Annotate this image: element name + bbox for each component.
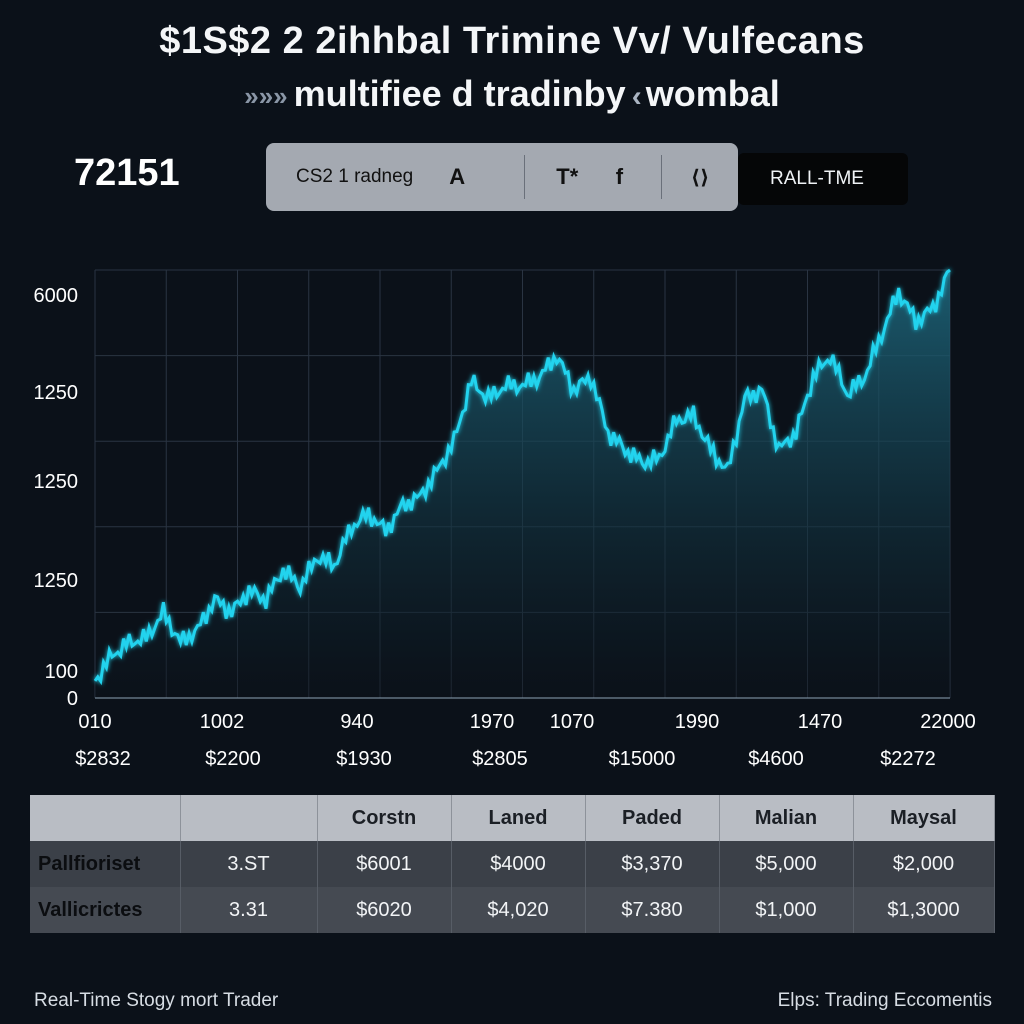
table-header-cell: Corstn [317, 795, 452, 841]
x-axis-ticks: 010 1002 940 1970 1070 1990 1470 22000 [78, 711, 976, 733]
x-axis-sub-labels: $2832 $2200 $1930 $2805 $15000 $4600 $2272 [75, 748, 936, 770]
ticker-value: 72151 [74, 152, 180, 194]
table-cell: $7.380 [585, 887, 720, 933]
x-sub-label: $2200 [205, 748, 261, 770]
table-cell: $1,3000 [853, 887, 995, 933]
table-header-row: Corstn Laned Paded Malian Maysal [30, 795, 995, 841]
y-axis-ticks: 6000 1250 1250 1250 100 0 [34, 285, 79, 710]
footer-app-name: Real-Time Stogy mort Trader [34, 990, 279, 1011]
realtime-button[interactable]: RALL-TME [738, 153, 908, 205]
header: $1S$2 2 2ihhbal Trimine Vv/ Vulfecans »»… [0, 20, 1024, 115]
y-tick-label: 1250 [34, 570, 79, 592]
x-tick-label: 22000 [920, 711, 976, 733]
table-header-cell: Maysal [853, 795, 995, 841]
toolbar-symbol-label: CS2 1 radneg [296, 166, 414, 187]
toolbar-divider [523, 155, 525, 199]
x-tick-label: 1070 [550, 711, 595, 733]
toolbar-arrows-icon[interactable]: ⟨⟩ [690, 166, 710, 189]
x-tick-label: 940 [340, 711, 373, 733]
toolbar-font-button[interactable]: f [615, 164, 624, 189]
table-cell: $6001 [317, 841, 452, 887]
data-table: Corstn Laned Paded Malian Maysal Pallfio… [30, 795, 995, 933]
chevron-left-icon: ‹ [631, 80, 642, 113]
price-chart: 6000 1250 1250 1250 100 0 010 1002 940 1970 1070 1… [34, 268, 976, 770]
x-sub-label: $2832 [75, 748, 131, 770]
x-sub-label: $15000 [609, 748, 676, 770]
y-tick-label: 100 [45, 661, 78, 683]
footer-source: Elps: Trading Eccomentis [777, 990, 992, 1011]
subtitle-tail: wombal [645, 73, 780, 114]
table-header-cell [30, 795, 181, 841]
table-cell: $2,000 [853, 841, 995, 887]
table-header-cell: Malian [719, 795, 854, 841]
page-title: $1S$2 2 2ihhbal Trimine Vv/ Vulfecans [159, 20, 865, 62]
x-tick-label: 010 [78, 711, 111, 733]
y-tick-label: 1250 [34, 382, 79, 404]
x-tick-label: 1470 [798, 711, 843, 733]
x-sub-label: $2805 [472, 748, 528, 770]
x-sub-label: $4600 [748, 748, 804, 770]
table-row: Vallicrictes 3.31 $6020 $4,020 $7.380 $1… [30, 887, 995, 933]
table-cell: $1,000 [719, 887, 854, 933]
toolbar-a-button[interactable]: A [449, 164, 466, 189]
x-tick-label: 1990 [675, 711, 720, 733]
series-area [95, 270, 950, 698]
subtitle-main: multifiee d tradinby [293, 73, 626, 114]
toolbar-divider [661, 155, 663, 199]
table-header-cell [180, 795, 318, 841]
table-cell: $6020 [317, 887, 452, 933]
series-line [93, 268, 951, 686]
table-row: Pallfioriset 3.ST $6001 $4000 $3,370 $5,… [30, 841, 995, 887]
y-tick-label: 0 [67, 688, 78, 710]
table-cell: $4000 [451, 841, 586, 887]
toolbar-text-button[interactable]: T* [556, 164, 579, 189]
x-tick-label: 1002 [200, 711, 245, 733]
x-sub-label: $1930 [336, 748, 392, 770]
table-row-label: Pallfioriset [30, 841, 181, 887]
y-tick-label: 6000 [34, 285, 79, 307]
y-tick-label: 1250 [34, 471, 79, 493]
table-cell: $3,370 [585, 841, 720, 887]
chart-toolbar: CS2 1 radneg A T* f ⟨⟩ [266, 143, 738, 211]
table-header-cell: Laned [451, 795, 586, 841]
table-cell: 3.31 [180, 887, 318, 933]
table-row-label: Vallicrictes [30, 887, 181, 933]
table-cell: $4,020 [451, 887, 586, 933]
x-sub-label: $2272 [880, 748, 936, 770]
table-cell: 3.ST [180, 841, 318, 887]
page-subtitle: »»» multifiee d tradinby ‹ wombal [0, 73, 1024, 115]
double-chevron-right-icon: »»» [244, 80, 288, 111]
table-cell: $5,000 [719, 841, 854, 887]
table-header-cell: Paded [585, 795, 720, 841]
x-tick-label: 1970 [470, 711, 515, 733]
